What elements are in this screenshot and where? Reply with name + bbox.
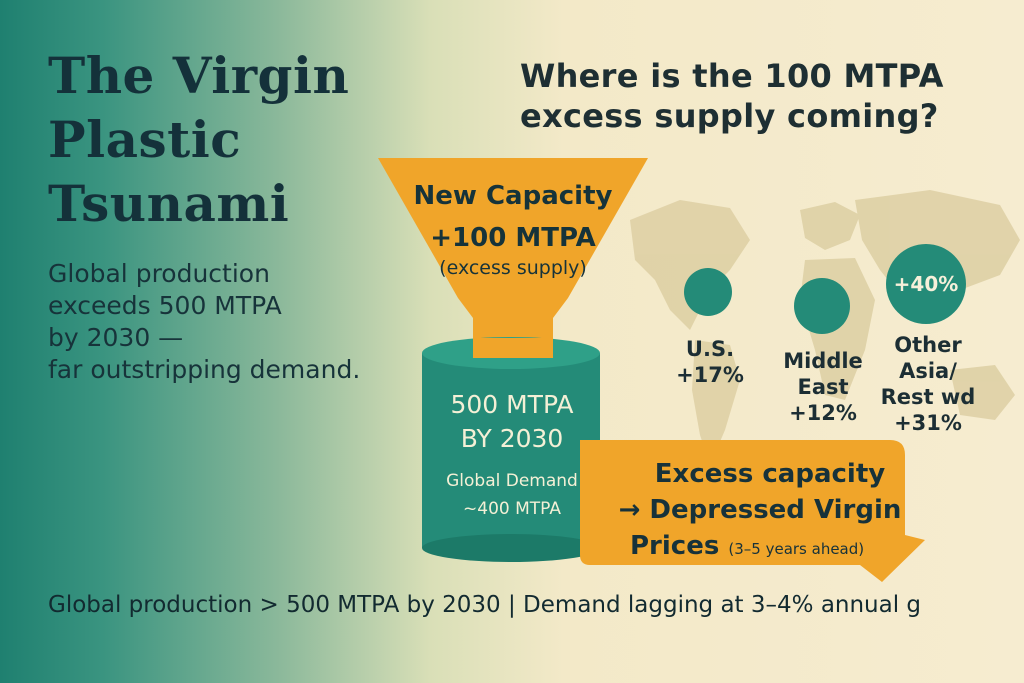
me-label-line-1: Middle xyxy=(783,349,863,373)
asia-label-line-3: Rest wd xyxy=(880,385,976,409)
subtitle-line-1: Global production xyxy=(48,259,270,288)
subtitle: Global production exceeds 500 MTPA by 20… xyxy=(48,258,428,386)
us-region-dot xyxy=(684,268,732,316)
barrel-demand-value: ~400 MTPA xyxy=(463,499,561,519)
barrel-demand-label: Global Demand xyxy=(446,471,578,491)
question-line-1: Where is the 100 MTPA xyxy=(520,57,944,95)
us-label-pct: +17% xyxy=(676,363,744,387)
title-line-2: Plastic xyxy=(48,110,242,169)
me-label-line-2: East xyxy=(797,375,849,399)
funnel-barrel-graphic xyxy=(378,158,648,562)
us-region-label: U.S. +17% xyxy=(660,336,760,388)
callout-line-1: Excess capacity xyxy=(654,459,886,489)
asia-label-pct: +31% xyxy=(894,411,962,435)
callout-line-3: Prices (3–5 years ahead) xyxy=(630,530,930,565)
funnel-value: +100 MTPA xyxy=(430,223,596,253)
callout-line-2: → Depressed Virgin xyxy=(618,495,902,525)
callout-prices: Prices xyxy=(630,531,720,561)
funnel-title: New Capacity xyxy=(413,181,613,211)
us-label-name: U.S. xyxy=(685,337,735,361)
middle-east-region-dot xyxy=(794,278,850,334)
callout-timeframe: (3–5 years ahead) xyxy=(728,540,865,558)
question-line-2: excess supply coming? xyxy=(520,97,939,135)
asia-region-badge: +40% xyxy=(886,244,966,324)
subtitle-line-4: far outstripping demand. xyxy=(48,355,361,384)
page-title: The Virgin Plastic Tsunami xyxy=(48,44,428,236)
funnel-note: (excess supply) xyxy=(439,257,587,279)
middle-east-region-label: Middle East +12% xyxy=(768,348,878,426)
barrel-year: BY 2030 xyxy=(460,424,564,453)
subtitle-line-3: by 2030 — xyxy=(48,323,184,352)
asia-label-line-1: Other xyxy=(894,333,962,357)
asia-region-label: Other Asia/ Rest wd +31% xyxy=(868,332,988,436)
title-line-1: The Virgin xyxy=(48,46,350,105)
footer-summary: Global production > 500 MTPA by 2030 | D… xyxy=(48,592,922,618)
barrel-production-value: 500 MTPA xyxy=(450,390,574,419)
asia-label-line-2: Asia/ xyxy=(899,359,957,383)
question-heading: Where is the 100 MTPA excess supply comi… xyxy=(520,56,990,136)
title-line-3: Tsunami xyxy=(48,174,290,233)
me-label-pct: +12% xyxy=(789,401,857,425)
callout-arrow-shape xyxy=(580,440,925,582)
subtitle-line-2: exceeds 500 MTPA xyxy=(48,291,282,320)
